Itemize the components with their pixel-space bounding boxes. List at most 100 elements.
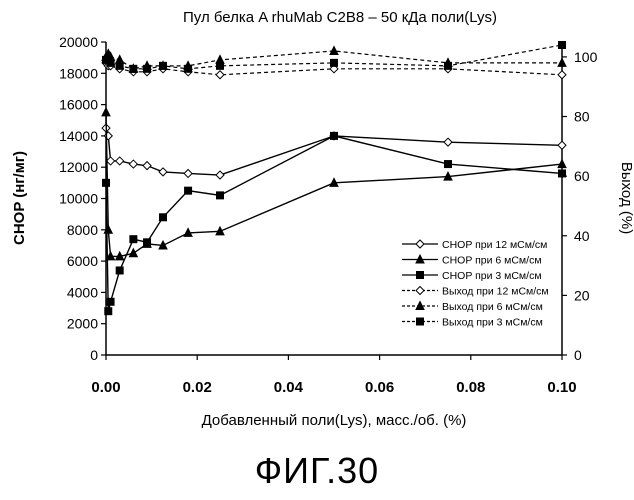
data-point — [143, 238, 152, 247]
x-tick-label: 0.10 — [547, 379, 576, 396]
data-point — [159, 61, 167, 70]
data-point — [216, 191, 224, 200]
legend-item: CHOP при 6 мСм/см — [402, 253, 542, 267]
legend-label: CHOP при 3 мСм/см — [442, 270, 542, 282]
series-3 — [102, 131, 566, 316]
legend-label: CHOP при 12 мСм/см — [442, 239, 547, 251]
y2-tick-label: 0 — [574, 347, 582, 363]
y-tick-label: 10000 — [59, 191, 98, 207]
x-tick-label: 0.00 — [91, 379, 120, 396]
y-tick-label: 18000 — [59, 65, 98, 81]
data-point — [128, 247, 139, 258]
y-tick-label: 20000 — [59, 34, 98, 50]
data-point — [143, 64, 152, 73]
legend-label: CHOP при 6 мСм/см — [442, 255, 542, 267]
data-point — [159, 213, 167, 222]
data-point — [129, 64, 138, 73]
y-axis-label: CHOP (нг/мг) — [11, 151, 28, 245]
data-point — [115, 61, 124, 70]
data-point — [558, 40, 566, 49]
y2-tick-label: 20 — [574, 287, 590, 303]
data-point — [128, 159, 139, 169]
x-tick-label: 0.06 — [365, 379, 394, 396]
y2-tick-label: 40 — [574, 228, 590, 244]
data-point — [557, 158, 567, 169]
legend-item: Выход при 3 мСм/см — [402, 317, 543, 329]
data-point — [184, 186, 193, 195]
data-point — [102, 178, 110, 187]
legend-item: Выход при 12 мСм/см — [402, 286, 549, 298]
data-point — [557, 70, 567, 80]
legend-marker — [415, 253, 425, 264]
data-point — [106, 58, 115, 67]
data-point — [329, 45, 339, 55]
legend-marker — [415, 285, 425, 296]
data-point — [105, 156, 116, 166]
data-point — [114, 250, 125, 261]
data-point — [330, 131, 338, 140]
data-point — [158, 239, 168, 250]
y-tick-label: 0 — [90, 347, 98, 363]
data-point — [215, 225, 225, 236]
data-point — [158, 167, 168, 177]
y2-tick-label: 60 — [574, 168, 590, 184]
data-point — [129, 235, 138, 244]
y-tick-label: 16000 — [59, 97, 98, 113]
legend-item: CHOP при 3 мСм/см — [402, 270, 542, 282]
series-line — [106, 44, 563, 70]
legend-label: Выход при 3 мСм/см — [442, 317, 543, 329]
data-point — [557, 140, 567, 150]
series-line — [105, 50, 562, 70]
data-point — [115, 266, 124, 275]
series-1 — [101, 123, 567, 180]
legend-marker — [415, 300, 425, 310]
series-layer — [101, 40, 567, 316]
data-point — [443, 170, 453, 181]
data-point — [215, 170, 225, 180]
series-6 — [102, 40, 566, 73]
data-point — [216, 61, 224, 70]
legend-marker — [415, 239, 425, 249]
series-2 — [101, 106, 567, 261]
chart-title: Пул белка A rhuMab C2B8 – 50 кДа поли(Ly… — [183, 9, 497, 26]
legend-item: CHOP при 12 мСм/см — [402, 239, 547, 251]
data-point — [558, 169, 566, 178]
data-point — [443, 137, 453, 147]
y-tick-label: 6000 — [67, 253, 98, 269]
y2-tick-label: 100 — [574, 49, 598, 65]
data-point — [106, 297, 115, 306]
legend: CHOP при 12 мСм/см CHOP при 6 мСм/см CHOP … — [402, 239, 549, 329]
data-point — [330, 58, 338, 67]
data-point — [444, 61, 452, 70]
y-tick-label: 8000 — [67, 222, 98, 238]
data-point — [142, 160, 152, 171]
legend-marker — [416, 317, 424, 326]
figure-caption: ФИГ.30 — [254, 450, 380, 491]
x-tick-label: 0.02 — [183, 379, 212, 396]
data-point — [183, 168, 193, 179]
x-tick-label: 0.08 — [456, 379, 485, 396]
y-tick-label: 4000 — [67, 284, 98, 300]
data-point — [184, 64, 193, 73]
x-axis-label: Добавленный поли(Lys), масс./об. (%) — [202, 412, 467, 429]
axes: 0 2000 4000 6000 8000 10000 12000 14000 16000 180… — [59, 34, 598, 396]
data-point — [105, 250, 116, 261]
data-point — [557, 57, 567, 67]
x-tick-label: 0.04 — [274, 379, 304, 396]
data-point — [329, 177, 339, 187]
legend-label: Выход при 12 мСм/см — [442, 286, 549, 298]
legend-marker — [416, 271, 424, 279]
data-point — [114, 156, 125, 166]
data-point — [444, 160, 452, 169]
data-point — [215, 70, 225, 80]
legend-label: Выход при 6 мСм/см — [442, 301, 543, 313]
y-tick-label: 14000 — [59, 128, 98, 144]
y2-tick-label: 80 — [574, 109, 590, 125]
data-point — [183, 227, 193, 237]
series-line — [105, 62, 563, 76]
data-point — [104, 307, 113, 316]
y-tick-label: 12000 — [59, 159, 98, 175]
legend-item: Выход при 6 мСм/см — [402, 300, 543, 313]
y-tick-label: 2000 — [67, 316, 98, 332]
